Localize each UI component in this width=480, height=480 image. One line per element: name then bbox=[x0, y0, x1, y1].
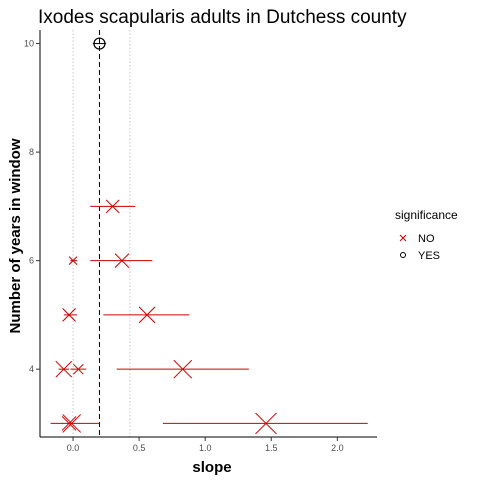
x-axis-title: slope bbox=[192, 459, 231, 476]
marker-x-b-8 bbox=[173, 359, 193, 379]
marker-x-b-11 bbox=[255, 412, 277, 435]
x-tick-label-0: 0.0 bbox=[67, 443, 80, 453]
marker-x-b-6 bbox=[55, 360, 73, 378]
axes bbox=[39, 30, 377, 438]
data-point-8 bbox=[116, 359, 249, 379]
marker-x-b-5 bbox=[138, 306, 156, 324]
data-point-3 bbox=[90, 253, 153, 268]
legend-title: significance bbox=[395, 208, 458, 222]
legend-key-no-b bbox=[399, 234, 407, 242]
legend: significance NO YES bbox=[395, 208, 458, 262]
data-point-10 bbox=[50, 414, 100, 433]
data-point-2 bbox=[68, 256, 78, 265]
marker-x-b-1 bbox=[105, 199, 120, 214]
data-marks bbox=[50, 37, 368, 435]
legend-label-yes: YES bbox=[418, 250, 440, 262]
data-point-0 bbox=[92, 37, 107, 50]
data-point-7 bbox=[70, 363, 87, 375]
data-point-1 bbox=[90, 199, 136, 214]
data-point-11 bbox=[162, 412, 368, 435]
y-axis-title: Number of years in window bbox=[7, 138, 24, 333]
data-point-6 bbox=[55, 360, 73, 378]
legend-label-no: NO bbox=[418, 233, 435, 245]
x-tick-label-4: 2.0 bbox=[331, 443, 344, 453]
y-tick-label-0: 4 bbox=[29, 364, 34, 374]
marker-x-b-4 bbox=[62, 308, 76, 322]
x-tick-label-1: 0.5 bbox=[133, 443, 146, 453]
legend-key-yes bbox=[400, 252, 406, 258]
x-axis-ticks: 0.0 0.5 1.0 1.5 2.0 bbox=[67, 437, 344, 453]
marker-x-b-3 bbox=[114, 253, 130, 268]
y-tick-label-3: 10 bbox=[24, 39, 34, 49]
y-axis-ticks: 4 6 8 10 bbox=[24, 39, 40, 374]
x-tick-label-2: 1.0 bbox=[199, 443, 212, 453]
marker-x-b-2 bbox=[68, 256, 78, 265]
plot-area bbox=[50, 30, 368, 437]
chart-title: Ixodes scapularis adults in Dutchess cou… bbox=[38, 7, 407, 28]
marker-circle-0 bbox=[93, 37, 106, 50]
legend-entries: NO YES bbox=[399, 233, 440, 262]
grid-lines bbox=[72, 30, 131, 437]
x-tick-label-3: 1.5 bbox=[265, 443, 278, 453]
marker-x-b-10 bbox=[62, 414, 82, 433]
y-tick-label-2: 8 bbox=[29, 147, 34, 157]
y-tick-label-1: 6 bbox=[29, 256, 34, 266]
data-point-4 bbox=[62, 308, 78, 322]
marker-x-b-7 bbox=[72, 363, 84, 375]
data-point-5 bbox=[103, 306, 190, 324]
